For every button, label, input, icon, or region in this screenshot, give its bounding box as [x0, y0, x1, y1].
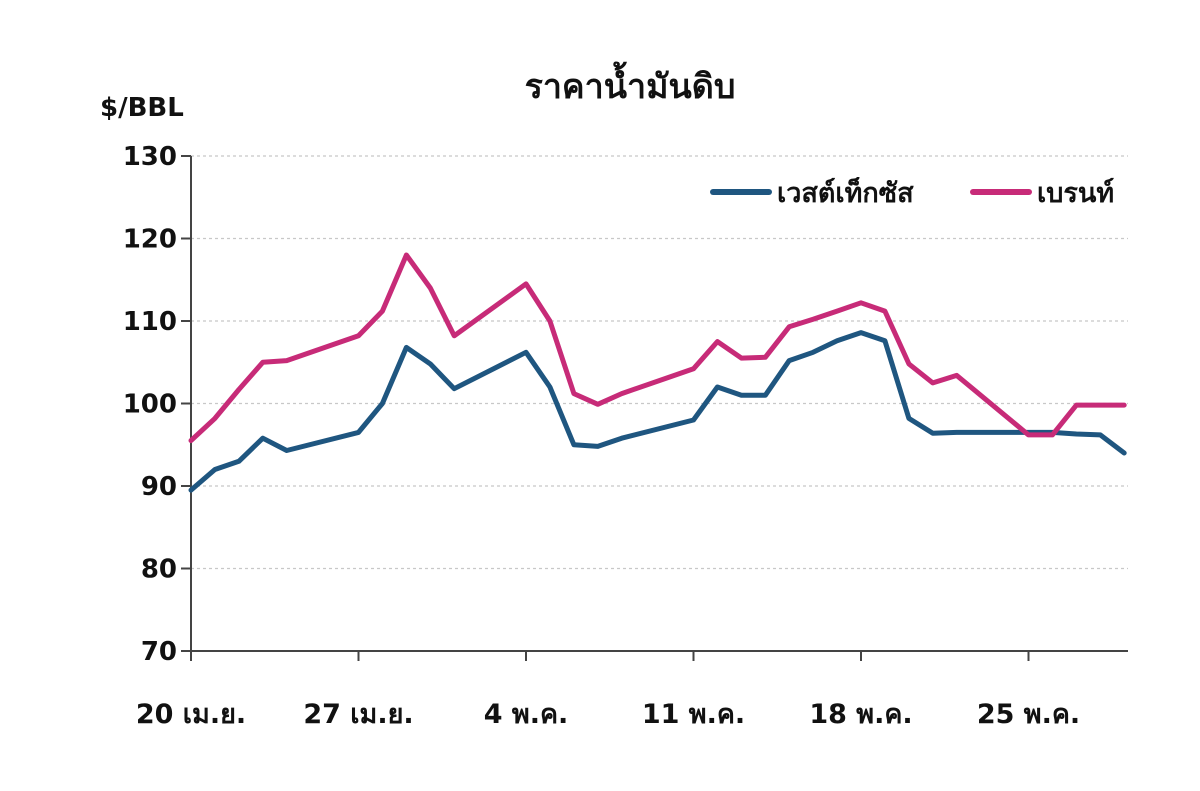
y-tick-label: 120: [123, 225, 177, 255]
axes: [181, 155, 1128, 661]
series-line-1: [188, 252, 1127, 444]
x-tick-label: 4 พ.ค.: [484, 699, 569, 730]
x-tick-label: 20 เม.ย.: [136, 699, 246, 730]
y-tick-label: 90: [141, 472, 177, 502]
series-lines: [188, 252, 1127, 493]
series-line-0: [188, 330, 1127, 493]
y-tick-label: 70: [141, 637, 177, 667]
y-tick-label: 100: [123, 390, 177, 420]
x-tick-label: 18 พ.ค.: [809, 699, 912, 730]
y-tick-label: 110: [123, 307, 177, 337]
legend: เวสต์เท็กซัส เบรนท์: [710, 175, 1114, 209]
x-tick-labels: 20 เม.ย. 27 เม.ย. 4 พ.ค. 11 พ.ค. 18 พ.ค. 25 พ…: [136, 699, 1080, 730]
x-tick-label: 11 พ.ค.: [642, 699, 745, 730]
x-tick-label: 25 พ.ค.: [977, 699, 1080, 730]
y-tick-labels: 70 80 90 100 110 120 130: [123, 142, 177, 667]
legend-label-0: เวสต์เท็กซัส: [777, 175, 914, 209]
legend-label-1: เบรนท์: [1037, 177, 1114, 209]
chart-title: ราคาน้ำมันดิบ: [525, 61, 736, 107]
x-tick-label: 27 เม.ย.: [303, 699, 413, 730]
y-tick-label: 130: [123, 142, 177, 172]
y-axis-unit: $/BBL: [100, 93, 184, 123]
gridlines: [191, 155, 1128, 570]
y-tick-label: 80: [141, 555, 177, 585]
